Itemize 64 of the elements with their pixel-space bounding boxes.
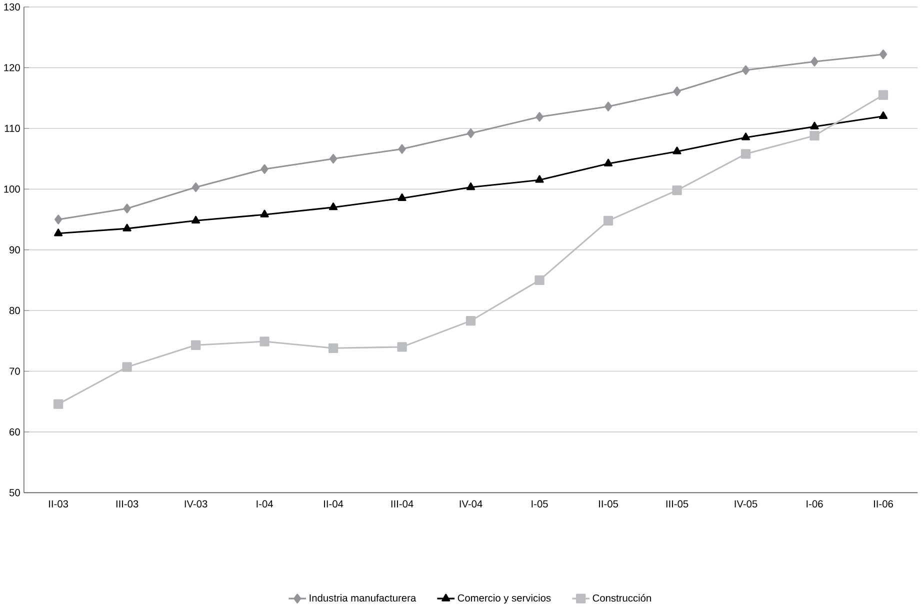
point xyxy=(535,175,544,183)
x-tick-label: II-06 xyxy=(874,500,893,508)
x-tick-label: I-05 xyxy=(532,500,548,508)
point xyxy=(534,275,544,285)
y-tick-label: 120 xyxy=(4,64,20,72)
point xyxy=(466,182,476,190)
point xyxy=(466,128,475,138)
point xyxy=(123,204,131,214)
x-tick-label: III-04 xyxy=(391,500,414,508)
x-tick-label: II-03 xyxy=(49,500,68,508)
point xyxy=(672,185,682,196)
x-tick-label: III-03 xyxy=(116,500,138,508)
x-tick-label: IV-03 xyxy=(184,500,208,508)
x-tick-label: IV-05 xyxy=(734,500,758,508)
point xyxy=(329,202,338,210)
point xyxy=(603,216,614,226)
legend-label: Construcción xyxy=(592,594,651,602)
y-tick-label: 50 xyxy=(9,489,20,496)
x-tick-label: III-05 xyxy=(666,500,688,508)
point xyxy=(879,49,888,60)
point xyxy=(604,158,613,166)
legend-label: Comercio y servicios xyxy=(458,594,551,604)
point xyxy=(878,111,888,119)
point xyxy=(536,112,544,122)
x-tick-label: II-04 xyxy=(324,500,344,508)
x-tick-label: IV-04 xyxy=(460,500,482,508)
y-tick-label: 110 xyxy=(4,124,20,132)
point xyxy=(329,154,338,164)
point xyxy=(398,144,406,154)
point xyxy=(122,224,132,232)
legend-label: Industria manufacturera xyxy=(310,594,416,602)
point xyxy=(53,399,64,409)
point xyxy=(604,102,612,112)
point xyxy=(673,86,681,96)
point xyxy=(878,90,888,100)
point xyxy=(192,182,200,192)
point xyxy=(54,214,62,224)
point xyxy=(260,210,269,218)
point xyxy=(192,216,200,224)
y-tick-label: 130 xyxy=(4,3,20,11)
point xyxy=(190,340,201,350)
point xyxy=(741,132,750,140)
point xyxy=(810,130,820,140)
point xyxy=(466,316,476,326)
x-tick-label: II-05 xyxy=(599,500,618,508)
y-tick-label: 80 xyxy=(9,306,20,314)
x-tick-label: I-06 xyxy=(806,500,823,508)
y-tick-label: 90 xyxy=(10,246,20,254)
point xyxy=(397,342,407,352)
point xyxy=(260,336,270,346)
y-tick-label: 60 xyxy=(10,428,20,436)
point xyxy=(740,149,751,159)
point xyxy=(54,228,63,236)
point xyxy=(810,122,819,130)
y-tick-label: 100 xyxy=(4,185,20,193)
point xyxy=(398,193,406,201)
point xyxy=(742,65,750,75)
y-tick-label: 70 xyxy=(10,368,20,375)
point xyxy=(260,164,268,174)
x-tick-label: I-04 xyxy=(256,500,273,508)
point xyxy=(810,56,818,66)
point xyxy=(672,146,682,154)
point xyxy=(328,343,338,353)
point xyxy=(122,362,132,372)
